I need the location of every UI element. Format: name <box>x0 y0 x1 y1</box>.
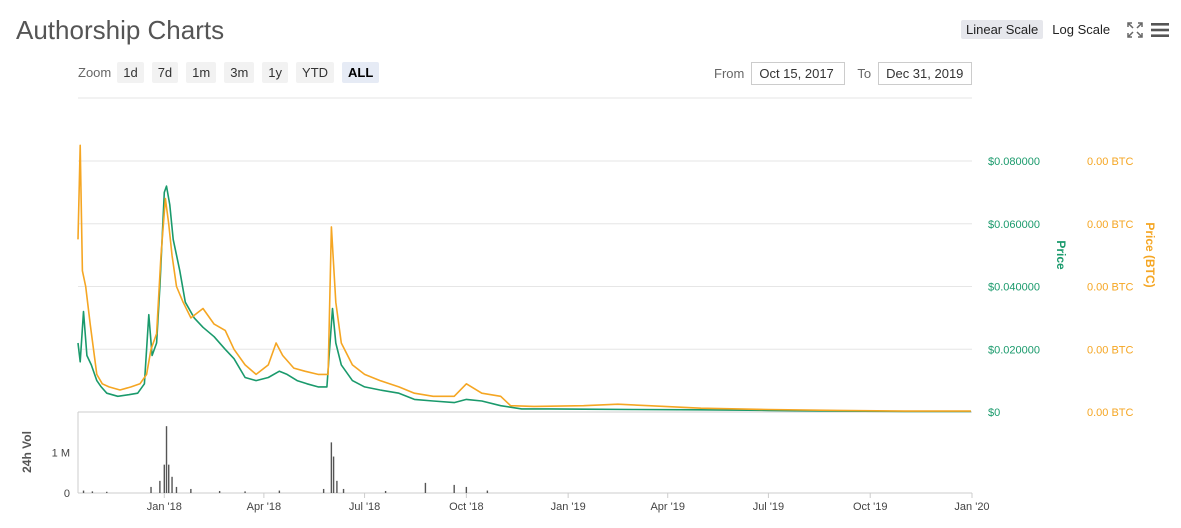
price-axis-title: Price <box>1054 240 1068 270</box>
x-tick-label: Oct '18 <box>449 501 484 513</box>
volume-bar <box>175 486 178 493</box>
volume-bar <box>465 486 468 493</box>
volume-bar <box>486 490 489 493</box>
volume-bar <box>171 476 173 493</box>
x-tick-label: Jul '18 <box>349 501 380 513</box>
to-label: To <box>857 66 872 81</box>
volume-bar <box>278 490 281 493</box>
to-date-input[interactable]: Dec 31, 2019 <box>878 62 973 85</box>
volume-bar <box>150 486 152 493</box>
x-tick-label: Jan '19 <box>551 501 586 513</box>
zoom-all-button[interactable]: ALL <box>342 62 380 83</box>
price-tick-label: $0.040000 <box>988 282 1040 294</box>
volume-bar <box>384 490 387 493</box>
volume-bar <box>453 484 455 493</box>
x-tick-label: Apr '18 <box>247 501 282 513</box>
volume-bar <box>91 491 94 493</box>
scale-toggle: Linear Scale Log Scale <box>961 20 1170 39</box>
zoom-1m-button[interactable]: 1m <box>186 62 217 83</box>
x-tick-label: Jul '19 <box>753 501 784 513</box>
volume-bar <box>82 490 85 493</box>
volume-bar <box>218 490 221 493</box>
log-scale-button[interactable]: Log Scale <box>1052 22 1111 37</box>
volume-bar <box>106 491 108 493</box>
volume-axis-title: 24h Vol <box>20 431 34 473</box>
volume-bar <box>332 456 335 493</box>
x-tick-label: Oct '19 <box>853 501 888 513</box>
fullscreen-icon-svg <box>1127 21 1143 38</box>
price-tick-label: $0.060000 <box>988 219 1040 231</box>
btc-series-line <box>77 144 971 412</box>
price-tick-label: $0.080000 <box>988 156 1040 168</box>
zoom-ytd-button[interactable]: YTD <box>296 62 335 83</box>
series-lines <box>77 144 971 413</box>
volume-tick-label: 0 <box>64 488 70 500</box>
price-tick-label: $0.020000 <box>988 344 1040 356</box>
grid-lines <box>77 97 973 498</box>
zoom-controls: Zoom 1d 7d 1m 3m 1y YTD ALL <box>78 62 387 83</box>
price-tick-label: $0 <box>988 407 1000 419</box>
volume-bar <box>159 480 161 493</box>
volume-bar <box>336 480 338 493</box>
volume-bar <box>168 464 170 493</box>
volume-bar <box>342 488 345 493</box>
btc-tick-label: 0.00 BTC <box>1087 407 1134 419</box>
btc-axis-title: Price (BTC) <box>1143 222 1157 287</box>
linear-scale-button[interactable]: Linear Scale <box>961 20 1044 39</box>
price-series-line <box>77 185 971 413</box>
volume-bar <box>424 482 427 493</box>
volume-bar <box>163 464 166 493</box>
zoom-3m-button[interactable]: 3m <box>224 62 255 83</box>
zoom-label: Zoom <box>78 65 112 80</box>
volume-bars <box>82 426 489 493</box>
volume-bar <box>244 491 246 493</box>
volume-bar <box>190 488 192 493</box>
x-tick-label: Jan '18 <box>147 501 182 513</box>
hamburger-menu-icon[interactable] <box>1151 22 1170 37</box>
x-tick-label: Jan '20 <box>954 501 989 513</box>
from-label: From <box>714 66 745 81</box>
page-title: Authorship Charts <box>16 15 225 45</box>
btc-tick-label: 0.00 BTC <box>1087 156 1134 168</box>
hamburger-menu-icon-svg <box>1151 22 1170 37</box>
volume-bar <box>322 488 325 493</box>
date-range: From Oct 15, 2017 To Dec 31, 2019 <box>714 62 973 85</box>
volume-bar <box>165 426 168 493</box>
x-tick-label: Apr '19 <box>650 501 685 513</box>
from-date-input[interactable]: Oct 15, 2017 <box>751 62 846 85</box>
fullscreen-icon[interactable] <box>1127 21 1143 38</box>
axes: $0 0.00 BTC $0.020000 0.00 BTC $0.040000 0.00… <box>20 156 1157 513</box>
zoom-7d-button[interactable]: 7d <box>151 62 179 83</box>
volume-bar <box>330 442 333 493</box>
volume-tick-label: 1 M <box>52 448 70 460</box>
btc-tick-label: 0.00 BTC <box>1087 219 1134 231</box>
btc-tick-label: 0.00 BTC <box>1087 282 1134 294</box>
zoom-1y-button[interactable]: 1y <box>262 62 289 83</box>
zoom-1d-button[interactable]: 1d <box>117 62 144 83</box>
btc-tick-label: 0.00 BTC <box>1087 344 1134 356</box>
